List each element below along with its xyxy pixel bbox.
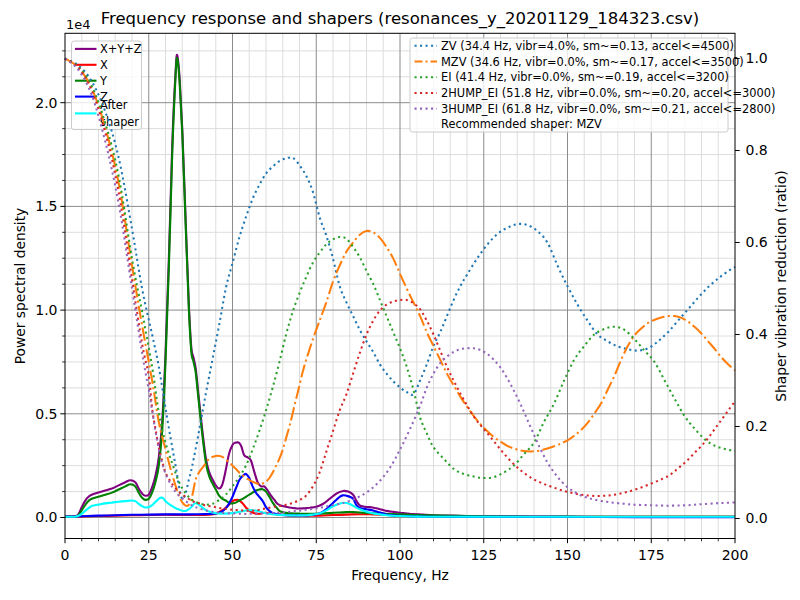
- legend-shaper-label: EI (41.4 Hz, vibr=0.0%, sm~=0.19, accel<…: [441, 70, 729, 84]
- y-left-tick-label: 0.0: [35, 509, 57, 525]
- legend-shaper-label: 2HUMP_EI (51.8 Hz, vibr=0.0%, sm~=0.20, …: [441, 86, 775, 100]
- y-right-tick-label: 0.8: [746, 142, 768, 158]
- x-axis-label: Frequency, Hz: [351, 567, 449, 583]
- y-left-tick-label: 1.0: [35, 302, 57, 318]
- x-tick-label: 200: [722, 547, 749, 563]
- y-right-tick-label: 1.0: [746, 50, 768, 66]
- legend-label: Y: [99, 74, 107, 88]
- y-right-tick-label: 0.6: [746, 234, 768, 250]
- legend-shaper-label: ZV (34.4 Hz, vibr=4.0%, sm~=0.13, accel<…: [441, 39, 734, 53]
- y-left-tick-label: 1.5: [35, 198, 57, 214]
- legend-label: X+Y+Z: [100, 42, 142, 56]
- y-left-tick-label: 2.0: [35, 95, 57, 111]
- legend-label: X: [100, 58, 108, 72]
- x-tick-label: 0: [61, 547, 70, 563]
- x-tick-label: 50: [224, 547, 242, 563]
- x-tick-label: 150: [554, 547, 581, 563]
- x-tick-label: 100: [387, 547, 414, 563]
- x-tick-label: 125: [470, 547, 497, 563]
- legend-shapers: ZV (34.4 Hz, vibr=4.0%, sm~=0.13, accel<…: [410, 38, 775, 132]
- x-tick-label: 75: [307, 547, 325, 563]
- chart-title: Frequency response and shapers (resonanc…: [101, 9, 700, 29]
- legend-recommended-note: Recommended shaper: MZV: [441, 117, 602, 131]
- legend-shaper-label: 3HUMP_EI (61.8 Hz, vibr=0.0%, sm~=0.21, …: [441, 102, 775, 116]
- chart-canvas: X+Y+ZXYZAftershaper025507510012515017520…: [0, 0, 800, 600]
- y-right-tick-label: 0.4: [746, 326, 768, 342]
- x-tick-label: 175: [638, 547, 665, 563]
- y-axis-offset-label: 1e4: [66, 17, 91, 32]
- y-left-axis-label: Power spectral density: [12, 208, 28, 364]
- y-right-tick-label: 0.2: [746, 418, 768, 434]
- legend-shaper-label: MZV (34.6 Hz, vibr=0.0%, sm~=0.17, accel…: [441, 55, 744, 69]
- x-tick-label: 25: [140, 547, 158, 563]
- y-left-tick-label: 0.5: [35, 406, 57, 422]
- figure: X+Y+ZXYZAftershaper025507510012515017520…: [0, 0, 800, 600]
- y-right-tick-label: 0.0: [746, 510, 768, 526]
- y-right-axis-label: Shaper vibration reduction (ratio): [773, 170, 789, 401]
- legend-label: shaper: [100, 115, 139, 129]
- legend-psd: X+Y+ZXYZAftershaper: [72, 41, 142, 130]
